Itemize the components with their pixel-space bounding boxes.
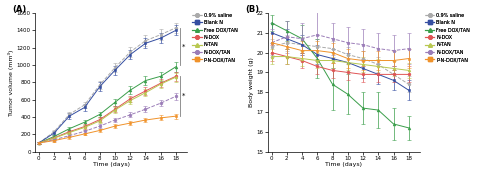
X-axis label: Time (days): Time (days) xyxy=(326,162,362,167)
X-axis label: Time (days): Time (days) xyxy=(92,162,130,167)
Text: *: * xyxy=(182,93,186,99)
Text: (B): (B) xyxy=(245,5,259,14)
Text: *: * xyxy=(182,43,186,49)
Y-axis label: Body weight (g): Body weight (g) xyxy=(249,57,254,107)
Text: (A): (A) xyxy=(12,5,26,14)
Y-axis label: Tumor volume (mm³): Tumor volume (mm³) xyxy=(8,49,14,115)
Legend: 0.9% saline, Blank N, Free DOX/TAN, N-DOX, N-TAN, N-DOX/TAN, P-N-DOX/TAN: 0.9% saline, Blank N, Free DOX/TAN, N-DO… xyxy=(424,13,470,62)
Legend: 0.9% saline, Blank N, Free DOX/TAN, N-DOX, N-TAN, N-DOX/TAN, P-N-DOX/TAN: 0.9% saline, Blank N, Free DOX/TAN, N-DO… xyxy=(192,13,238,62)
